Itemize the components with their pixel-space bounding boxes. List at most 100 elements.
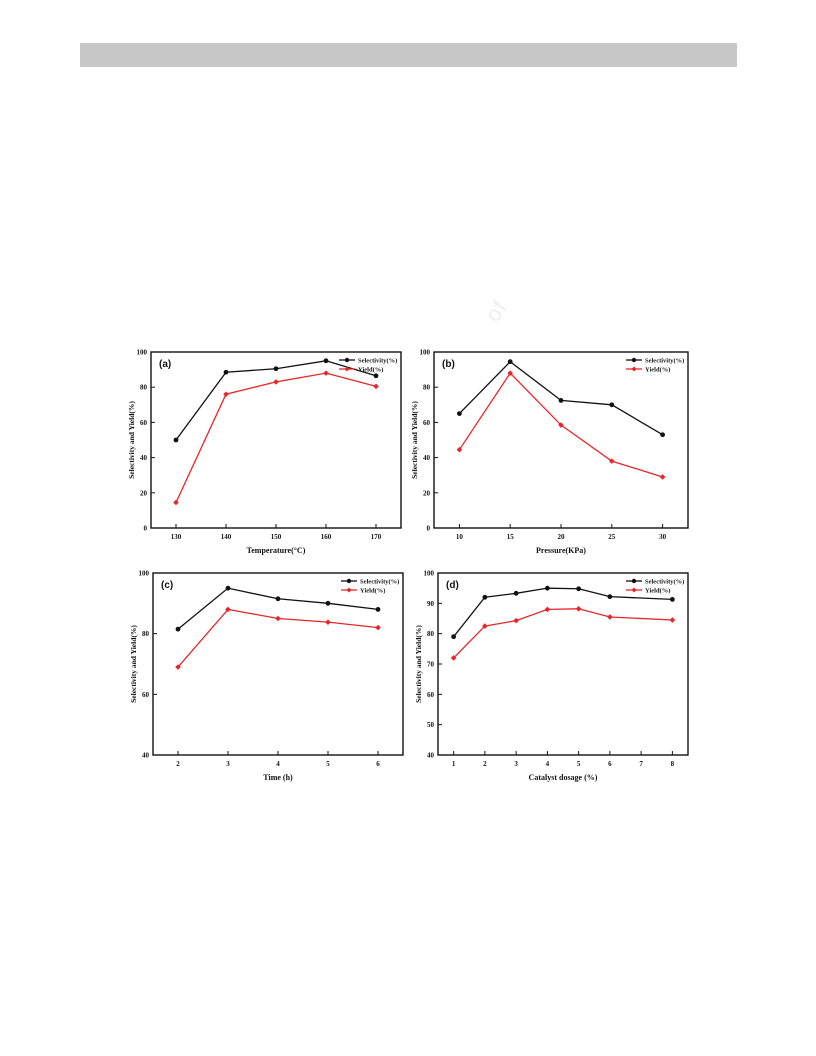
data-point [575,605,582,612]
legend: Selectivity(%) Yield(%) [339,357,397,373]
x-tick-label: 140 [221,533,232,541]
data-point [173,437,179,443]
series-line [453,608,673,659]
y-tick-label: 40 [423,454,431,462]
y-tick-label: 100 [420,349,431,357]
data-point [323,370,329,376]
legend-label: Selectivity(%) [645,578,684,585]
data-point [607,594,613,600]
panel-label: (c) [161,580,173,591]
data-point [323,358,329,364]
x-axis-label: Temperature(°C) [247,546,306,555]
y-tick-label: 40 [140,454,148,462]
data-point [660,432,665,438]
y-tick-label: 40 [142,752,150,760]
watermark: of [480,295,513,327]
chart-c: 40 60 80 100 2 3 4 5 6 Time (h) Selectivity and Yi… [129,570,404,782]
data-point [507,359,513,365]
y-tick-label: 60 [142,691,150,699]
legend: Selectivity(%) Yield(%) [341,578,399,594]
legend-label: Yield(%) [360,587,385,594]
header-bar [80,43,737,67]
x-tick-label: 30 [659,533,667,541]
x-tick-label: 15 [507,533,515,541]
chart-panel-c: 40 60 80 100 2 3 4 5 6 Time (h) Selectivity and Yi… [125,567,408,784]
x-tick-label: 2 [176,760,180,768]
x-tick-label: 6 [608,760,612,768]
legend-marker [344,357,350,363]
data-point [576,586,582,592]
y-tick-label: 80 [142,630,150,638]
data-point [513,590,519,596]
plot-frame [433,351,689,529]
y-tick-label: 0 [144,525,148,533]
data-point [544,606,551,613]
y-tick-label: 0 [427,525,431,533]
data-point [325,600,331,606]
data-point [669,617,676,623]
legend-marker [346,578,352,584]
data-point [275,615,281,622]
chart-panel-d: 40 50 60 70 80 90 100 1 2 3 4 5 6 7 8 Catalyst dosage (… [408,567,692,784]
x-tick-label: 25 [608,533,616,541]
x-tick-label: 150 [271,533,282,541]
y-tick-label: 100 [137,349,148,357]
data-point [544,585,550,591]
data-point [659,474,666,480]
x-tick-label: 130 [171,533,182,541]
x-tick-label: 4 [546,760,550,768]
y-axis-label: Selectivity and Yield(%) [127,401,136,479]
data-point [375,607,381,612]
x-tick-label: 20 [558,533,566,541]
chart-panel-a: 0 20 40 60 80 100 130 140 150 160 170 Temperature(°… [125,347,405,563]
data-point [513,617,519,624]
x-axis-label: Pressure(KPa) [536,546,586,555]
x-tick-label: 160 [321,533,332,541]
legend-label: Selectivity(%) [360,578,399,585]
data-point [451,634,457,640]
legend-marker [346,587,352,593]
y-tick-label: 60 [140,419,148,427]
legend: Selectivity(%) Yield(%) [626,357,684,373]
series-line [175,360,377,441]
x-tick-label: 170 [371,533,382,541]
y-tick-label: 90 [427,600,435,608]
plot-frame [437,572,689,756]
data-point [375,624,381,631]
y-tick-label: 60 [423,419,431,427]
panel-label: (a) [159,359,171,370]
y-axis-label: Selectivity and Yield(%) [414,625,423,703]
series-1 [456,370,666,480]
plot-frame [150,351,402,529]
chart-d: 40 50 60 70 80 90 100 1 2 3 4 5 6 7 8 Catalyst dosage (… [414,570,689,782]
y-axis-label: Selectivity and Yield(%) [129,625,138,703]
x-tick-label: 5 [326,760,330,768]
x-tick-label: 6 [376,760,380,768]
series-line [175,372,377,503]
y-tick-label: 40 [427,752,435,760]
data-point [482,623,488,629]
legend-label: Yield(%) [645,366,670,373]
y-tick-label: 70 [427,661,435,669]
data-point [373,383,379,390]
y-tick-label: 20 [140,489,148,497]
data-point [558,398,564,403]
data-point [373,373,379,379]
chart-b: 0 20 40 60 80 100 10 15 20 25 30 Pressure(KPa) Selec… [410,349,689,555]
legend-marker [344,366,350,372]
panel-label: (b) [442,359,455,370]
data-point [225,606,231,613]
data-point [275,596,281,602]
y-tick-label: 80 [140,384,148,392]
series-0 [175,585,381,632]
x-tick-label: 8 [671,760,675,768]
chart-a: 0 20 40 60 80 100 130 140 150 160 170 Temperature(°… [127,349,402,555]
data-point [609,402,615,408]
y-tick-label: 100 [139,570,150,578]
data-point [450,655,457,661]
data-point [457,411,462,416]
legend-label: Yield(%) [645,587,670,594]
data-point [273,379,279,385]
series-1 [450,605,676,661]
x-tick-label: 2 [483,760,487,768]
